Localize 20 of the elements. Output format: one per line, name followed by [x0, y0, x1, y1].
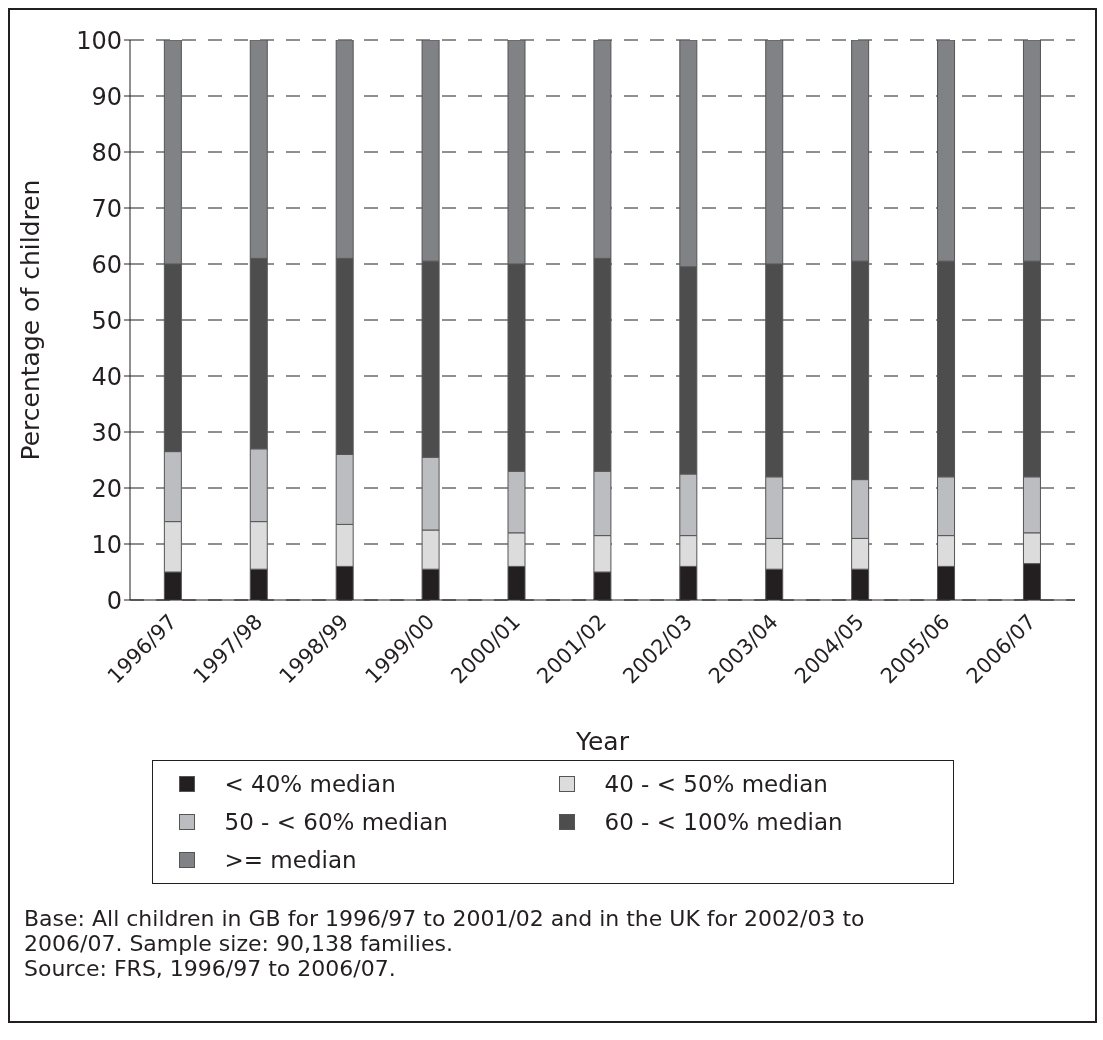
y-axis-title: Percentage of children	[15, 179, 45, 461]
legend-label: >= median	[224, 847, 357, 873]
y-tick-label: 90	[91, 82, 122, 111]
legend-label: 40 - < 50% median	[604, 771, 828, 797]
y-tick-label: 80	[91, 138, 122, 167]
y-tick-label: 60	[91, 250, 122, 279]
legend-label: 60 - < 100% median	[604, 809, 843, 835]
y-tick-label: 100	[76, 26, 122, 55]
legend-label: < 40% median	[224, 771, 396, 797]
source-note: Source: FRS, 1996/97 to 2006/07.	[24, 956, 397, 981]
x-axis-title: Year	[575, 727, 630, 756]
legend-label: 50 - < 60% median	[224, 809, 448, 835]
y-tick-label: 0	[106, 586, 122, 615]
y-tick-label: 70	[91, 194, 122, 223]
y-tick-label: 50	[91, 306, 122, 335]
y-tick-label: 30	[91, 418, 122, 447]
text: Base: All children in GB for 1996/97 to 2001/02 and in the UK for 2002/03 to 2006/07. Sample size: 90,138 families.	[24, 906, 866, 956]
y-tick-label: 20	[91, 474, 122, 503]
y-tick-label: 40	[91, 362, 122, 391]
y-tick-label: 10	[91, 530, 122, 559]
